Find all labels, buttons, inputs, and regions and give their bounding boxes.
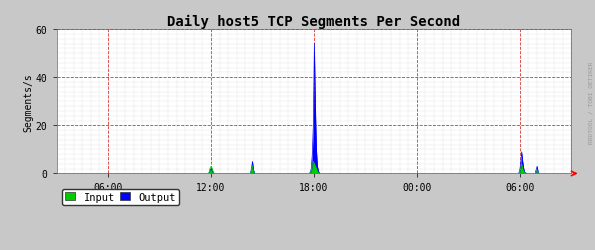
Y-axis label: Segments/s: Segments/s	[23, 72, 33, 131]
Text: Input   Current:  1.679   Average:  0.062   Min:  0.000   Max:   5.248: Input Current: 1.679 Average: 0.062 Min:…	[57, 249, 494, 250]
Text: RRDTOOL / TOBI OETIKER: RRDTOOL / TOBI OETIKER	[589, 61, 594, 143]
Title: Daily host5 TCP Segments Per Second: Daily host5 TCP Segments Per Second	[167, 15, 461, 29]
Legend: Input, Output: Input, Output	[62, 189, 180, 205]
